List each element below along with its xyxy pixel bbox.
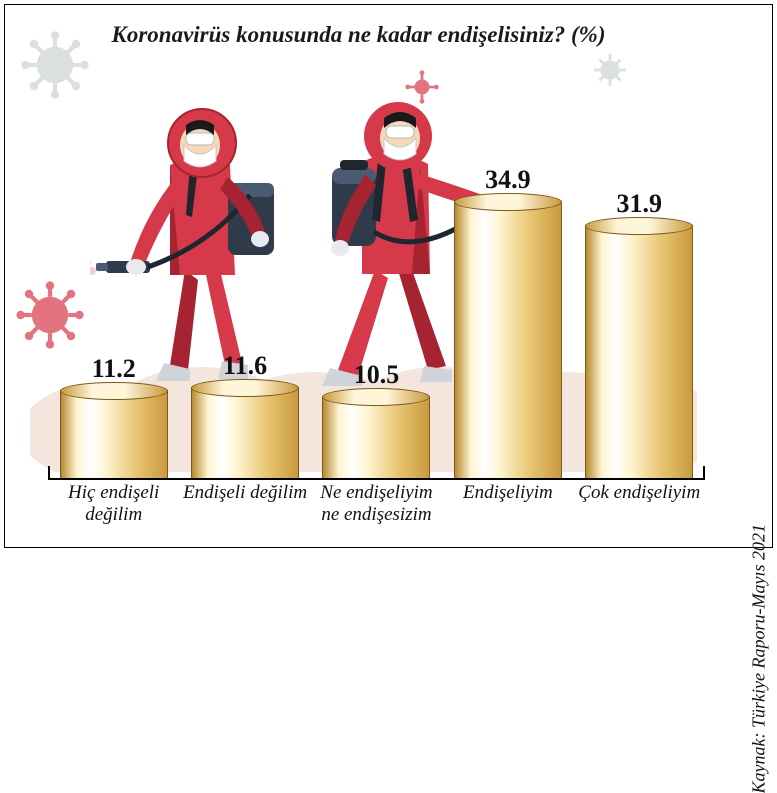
bar-top-ellipse bbox=[60, 382, 168, 400]
bar-3: 34.9 bbox=[454, 165, 562, 480]
x-axis bbox=[48, 478, 705, 480]
bar-rect-1 bbox=[191, 387, 299, 480]
bar-group: 11.2 11.6 10.5 34.9 31.9 bbox=[48, 100, 705, 480]
bar-1: 11.6 bbox=[191, 351, 299, 480]
bar-value-3: 34.9 bbox=[485, 165, 531, 195]
bar-top-ellipse bbox=[191, 379, 299, 397]
bar-top-ellipse bbox=[322, 388, 430, 406]
bar-value-0: 11.2 bbox=[92, 354, 136, 384]
chart-plot-area: 11.2 11.6 10.5 34.9 31.9 bbox=[48, 100, 705, 480]
x-label-0: Hiç endişeli değilim bbox=[52, 482, 176, 540]
x-label-4: Çok endişeliyim bbox=[577, 482, 701, 540]
bar-value-1: 11.6 bbox=[223, 351, 267, 381]
chart-title: Koronavirüs konusunda ne kadar endişelis… bbox=[0, 22, 717, 48]
bar-rect-3 bbox=[454, 201, 562, 480]
bar-top-ellipse bbox=[454, 193, 562, 211]
x-label-1: Endişeli değilim bbox=[183, 482, 307, 540]
x-label-2: Ne endişeliyim ne endişesizim bbox=[314, 482, 438, 540]
x-label-3: Endişeliyim bbox=[446, 482, 570, 540]
bar-4: 31.9 bbox=[585, 189, 693, 480]
bar-rect-2 bbox=[322, 396, 430, 480]
source-caption: Kaynak: Türkiye Raporu-Mayıs 2021 bbox=[748, 524, 769, 793]
x-axis-labels: Hiç endişeli değilimEndişeli değilimNe e… bbox=[48, 482, 705, 540]
bar-top-ellipse bbox=[585, 217, 693, 235]
bar-2: 10.5 bbox=[322, 360, 430, 480]
bar-value-4: 31.9 bbox=[617, 189, 663, 219]
bar-rect-4 bbox=[585, 225, 693, 480]
bar-rect-0 bbox=[60, 390, 168, 480]
bar-0: 11.2 bbox=[60, 354, 168, 480]
bar-value-2: 10.5 bbox=[354, 360, 400, 390]
